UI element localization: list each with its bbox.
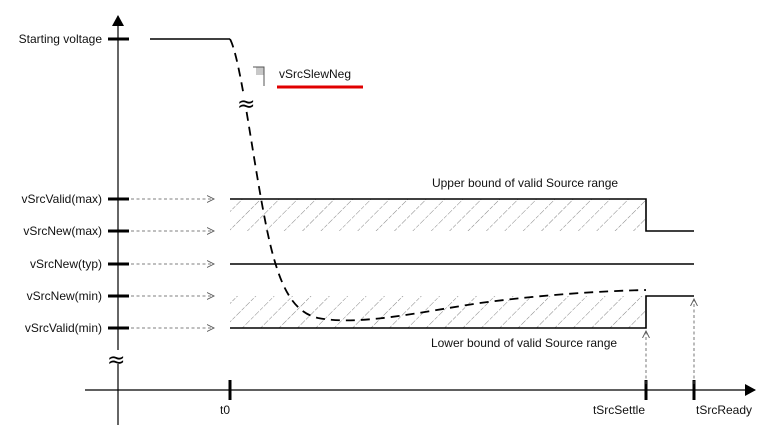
axis-break-symbol: ≈ xyxy=(107,348,125,373)
lower-bound-annotation: Lower bound of valid Source range xyxy=(431,336,617,350)
label-vsrcnew-typ: vSrcNew(typ) xyxy=(30,257,102,271)
curve-break-symbol: ≈ xyxy=(237,92,255,117)
label-starting-voltage: Starting voltage xyxy=(19,32,103,46)
lower-bound-line xyxy=(230,295,694,329)
slew-rate-marker xyxy=(253,66,265,86)
label-t0: t0 xyxy=(220,403,230,417)
label-vsrcnew-min: vSrcNew(min) xyxy=(27,289,102,303)
label-vsrcvalid-max: vSrcValid(max) xyxy=(22,192,102,206)
upper-bound-line xyxy=(230,198,694,232)
slew-rate-label: vSrcSlewNeg xyxy=(279,67,351,81)
curve-break-gap xyxy=(236,94,258,108)
upper-hatched-region xyxy=(230,199,645,231)
label-vsrcvalid-min: vSrcValid(min) xyxy=(25,321,102,335)
upper-bound-annotation: Upper bound of valid Source range xyxy=(432,176,618,190)
lower-hatched-region xyxy=(230,296,645,328)
label-tsrcsettle: tSrcSettle xyxy=(593,403,645,417)
label-tsrcready: tSrcReady xyxy=(696,403,752,417)
label-vsrcnew-max: vSrcNew(max) xyxy=(23,224,102,238)
axis-break-gap xyxy=(108,350,128,364)
voltage-transition-curve xyxy=(229,38,647,322)
